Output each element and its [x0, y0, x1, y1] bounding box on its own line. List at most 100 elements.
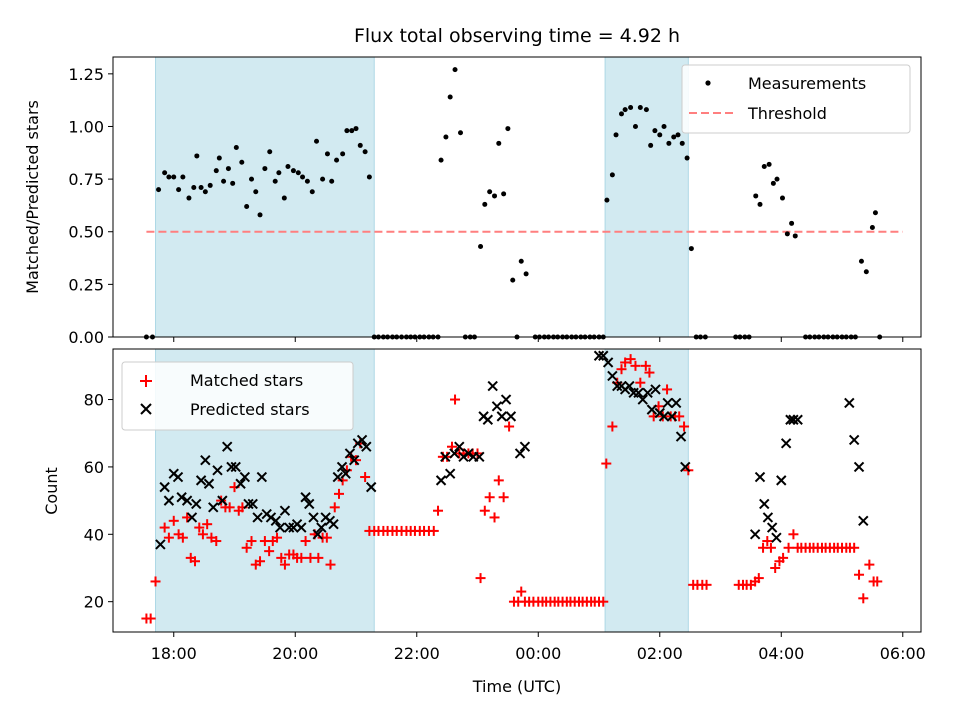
predicted-star-point: [212, 465, 223, 476]
x-axis-label: Time (UTC): [472, 677, 561, 696]
predicted-star-point: [762, 512, 774, 523]
matched-star-point: [516, 586, 527, 597]
matched-star-point: [620, 357, 631, 368]
measurement-point: [478, 243, 484, 249]
measurement-point: [604, 197, 610, 203]
measurement-point: [207, 182, 213, 188]
measurement-point: [281, 195, 287, 201]
predicted-star-point: [222, 441, 233, 452]
bottom-legend: Matched stars Predicted stars: [121, 361, 354, 431]
measurement-point: [784, 231, 790, 237]
bottom-y-ticks: 20 40 60 80: [84, 391, 113, 612]
predicted-star-point: [449, 448, 460, 459]
legend-threshold-label: Threshold: [747, 104, 827, 123]
measurement-point: [340, 151, 346, 157]
matched-star-point: [163, 532, 174, 543]
predicted-star-point: [593, 350, 605, 361]
predicted-star-point: [176, 492, 187, 503]
measurement-point: [198, 185, 204, 191]
matched-star-point: [489, 512, 500, 523]
matched-star-point: [313, 552, 324, 563]
matched-star-point: [662, 384, 673, 395]
bottom-y-tick-label: 80: [84, 391, 104, 410]
predicted-star-point: [435, 475, 447, 486]
measurement-point: [272, 178, 278, 184]
measurement-point: [792, 233, 798, 239]
measurement-point: [353, 126, 359, 132]
matched-star-point: [150, 576, 161, 587]
matched-star-point: [762, 536, 773, 547]
measurement-point: [637, 105, 643, 111]
measurement-point: [688, 246, 694, 252]
matched-star-point: [255, 556, 266, 567]
matched-star-point: [872, 576, 883, 587]
matched-star-point: [194, 522, 205, 533]
top-legend-box: [681, 64, 911, 134]
matched-star-point: [450, 394, 461, 405]
predicted-star-point: [658, 411, 670, 422]
measurement-point: [304, 178, 310, 184]
matched-star-point: [276, 552, 287, 563]
predicted-star-point: [633, 387, 644, 399]
predicted-star-point: [252, 512, 263, 523]
matched-star-point: [493, 475, 504, 486]
measurement-point: [679, 140, 685, 146]
measurement-point: [249, 176, 255, 182]
measurement-point: [171, 174, 177, 180]
measurement-point: [225, 166, 231, 172]
measurement-point: [523, 271, 529, 277]
measurement-point: [320, 176, 326, 182]
matched-star-point: [264, 546, 275, 557]
measurement-point: [458, 130, 464, 136]
measurement-point: [290, 168, 296, 174]
bottom-axes-frame: [112, 348, 922, 633]
measurement-point: [216, 155, 222, 161]
predicted-star-point: [848, 434, 860, 446]
x-tick-label: 02:00: [637, 644, 683, 663]
matched-star-point: [601, 458, 612, 469]
predicted-star-point: [365, 481, 377, 493]
predicted-star-point: [340, 468, 351, 479]
predicted-star-point: [624, 380, 635, 392]
predicted-star-point: [328, 518, 339, 530]
predicted-star-point: [247, 498, 258, 510]
predicted-star-point: [186, 512, 198, 523]
measurement-point: [194, 153, 200, 159]
predicted-star-point: [642, 387, 653, 399]
measurement-point: [496, 140, 502, 146]
predicted-star-point: [607, 370, 618, 382]
matched-star-point: [190, 556, 201, 567]
predicted-star-point: [675, 431, 687, 442]
top-legend: Measurements Threshold: [681, 64, 911, 134]
shaded-region: [604, 56, 689, 338]
top-y-tick-label: 0.00: [68, 328, 104, 347]
predicted-star-point: [181, 495, 193, 506]
predicted-star-point: [505, 411, 517, 422]
measurement-points: [143, 67, 883, 340]
matched-star-point: [300, 536, 311, 547]
measurement-point: [666, 140, 672, 146]
measurement-point: [505, 126, 511, 132]
legend-measurements-label: Measurements: [748, 74, 866, 93]
matched-star-point: [272, 532, 283, 543]
predicted-star-point: [265, 512, 277, 523]
chart-title: Flux total observing time = 4.92 h: [354, 25, 680, 47]
matched-star-point: [498, 492, 509, 503]
predicted-star-point: [444, 468, 456, 479]
matched-star-point: [279, 559, 290, 570]
matched-star-point: [635, 377, 646, 388]
measurement-point: [657, 132, 663, 138]
legend-predicted-label: Predicted stars: [190, 400, 310, 419]
legend-matched-label: Matched stars: [190, 371, 303, 390]
measurement-point: [774, 176, 780, 182]
predicted-star-point: [670, 397, 682, 409]
matched-star-point: [224, 502, 235, 513]
matched-star-point: [333, 488, 344, 499]
predicted-star-point: [598, 350, 609, 361]
x-tick-label: 22:00: [394, 644, 440, 663]
measurement-point: [622, 107, 628, 113]
measurement-point: [671, 134, 677, 140]
matched-star-point: [433, 505, 444, 516]
measurement-point: [661, 123, 667, 129]
